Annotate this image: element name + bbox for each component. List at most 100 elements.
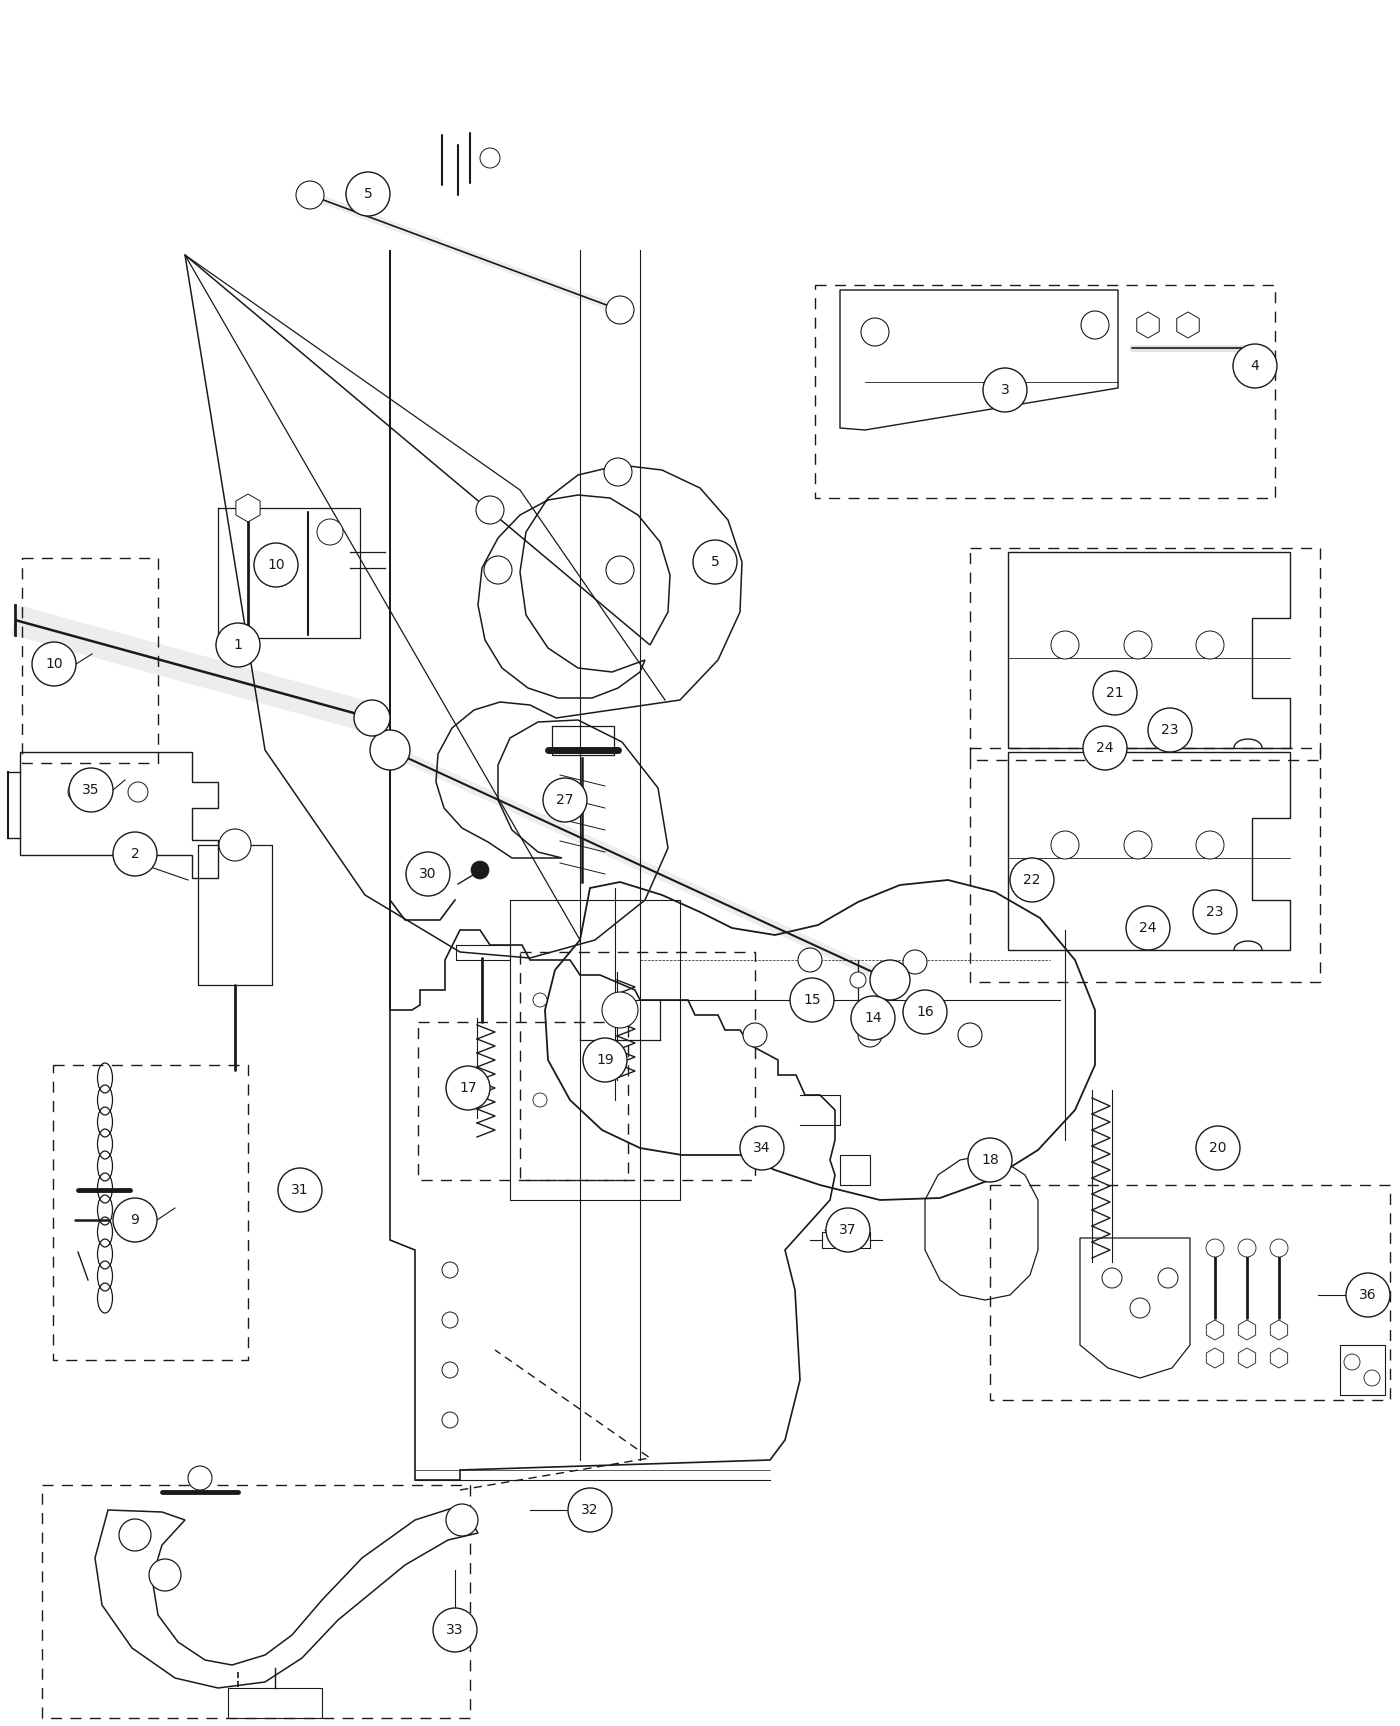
Circle shape (1093, 671, 1137, 715)
Text: 10: 10 (267, 557, 284, 571)
Circle shape (406, 853, 449, 896)
Circle shape (568, 1488, 612, 1533)
Text: 20: 20 (1210, 1141, 1226, 1155)
Circle shape (433, 1609, 477, 1652)
Circle shape (533, 992, 547, 1006)
Circle shape (1158, 1269, 1177, 1288)
Circle shape (850, 972, 867, 987)
Circle shape (693, 540, 736, 583)
Circle shape (903, 949, 927, 973)
Circle shape (1344, 1353, 1359, 1370)
Circle shape (295, 181, 323, 209)
Circle shape (958, 1024, 981, 1048)
Circle shape (1196, 830, 1224, 860)
Circle shape (603, 1043, 617, 1056)
Circle shape (1130, 1298, 1149, 1319)
Text: 24: 24 (1140, 922, 1156, 935)
Text: 33: 33 (447, 1622, 463, 1636)
Circle shape (1233, 343, 1277, 388)
Text: 4: 4 (1250, 359, 1260, 373)
Circle shape (1081, 311, 1109, 338)
Circle shape (1270, 1239, 1288, 1257)
Circle shape (1009, 858, 1054, 903)
Circle shape (1051, 632, 1079, 659)
Circle shape (316, 520, 343, 545)
Circle shape (119, 1519, 151, 1552)
Circle shape (69, 768, 113, 811)
Text: 10: 10 (45, 658, 63, 671)
Text: 35: 35 (83, 784, 99, 797)
Text: 23: 23 (1161, 723, 1179, 737)
Circle shape (582, 1037, 627, 1082)
Circle shape (543, 778, 587, 822)
Circle shape (442, 1312, 458, 1327)
Circle shape (1124, 830, 1152, 860)
Text: 36: 36 (1359, 1288, 1376, 1301)
Text: 15: 15 (804, 992, 820, 1006)
Circle shape (1196, 632, 1224, 659)
Circle shape (861, 318, 889, 345)
Text: 14: 14 (864, 1011, 882, 1025)
Text: 5: 5 (364, 186, 372, 200)
Circle shape (606, 556, 634, 583)
Circle shape (602, 992, 638, 1029)
Circle shape (476, 495, 504, 525)
Text: 2: 2 (130, 847, 140, 861)
Circle shape (851, 996, 895, 1041)
Circle shape (370, 730, 410, 770)
Text: 5: 5 (711, 556, 720, 570)
Circle shape (869, 960, 910, 999)
Circle shape (533, 1093, 547, 1106)
Text: 21: 21 (1106, 685, 1124, 701)
Text: 23: 23 (1207, 904, 1224, 918)
Circle shape (983, 368, 1028, 413)
Text: 9: 9 (130, 1213, 140, 1227)
Circle shape (790, 979, 834, 1022)
Circle shape (113, 832, 157, 877)
Circle shape (1084, 727, 1127, 770)
Circle shape (1364, 1370, 1380, 1386)
Circle shape (127, 782, 148, 803)
Circle shape (188, 1465, 211, 1490)
Circle shape (798, 948, 822, 972)
Text: 16: 16 (916, 1005, 934, 1018)
Circle shape (1124, 632, 1152, 659)
Circle shape (354, 701, 391, 735)
Circle shape (442, 1412, 458, 1427)
Circle shape (1345, 1274, 1390, 1317)
Circle shape (484, 556, 512, 583)
Text: 19: 19 (596, 1053, 613, 1067)
Circle shape (1193, 891, 1238, 934)
Text: 17: 17 (459, 1080, 477, 1094)
Circle shape (447, 1067, 490, 1110)
Circle shape (1102, 1269, 1121, 1288)
Text: 3: 3 (1001, 383, 1009, 397)
Circle shape (606, 295, 634, 324)
Text: 24: 24 (1096, 740, 1114, 754)
Circle shape (480, 148, 500, 167)
Text: 18: 18 (981, 1153, 998, 1167)
Text: 32: 32 (581, 1503, 599, 1517)
Circle shape (1126, 906, 1170, 949)
Circle shape (967, 1137, 1012, 1182)
Circle shape (603, 457, 631, 487)
Circle shape (216, 623, 260, 666)
Text: 22: 22 (1023, 873, 1040, 887)
Circle shape (1196, 1125, 1240, 1170)
Circle shape (218, 828, 251, 861)
Circle shape (148, 1559, 181, 1591)
Circle shape (69, 782, 88, 803)
Text: 37: 37 (839, 1224, 857, 1238)
Circle shape (858, 1024, 882, 1048)
Circle shape (442, 1262, 458, 1277)
Text: 34: 34 (753, 1141, 771, 1155)
Text: 1: 1 (234, 639, 242, 652)
Circle shape (253, 544, 298, 587)
Circle shape (826, 1208, 869, 1251)
Text: 27: 27 (556, 792, 574, 808)
Circle shape (346, 173, 391, 216)
Circle shape (1238, 1239, 1256, 1257)
Text: 30: 30 (419, 866, 437, 880)
Circle shape (113, 1198, 157, 1243)
Circle shape (1205, 1239, 1224, 1257)
